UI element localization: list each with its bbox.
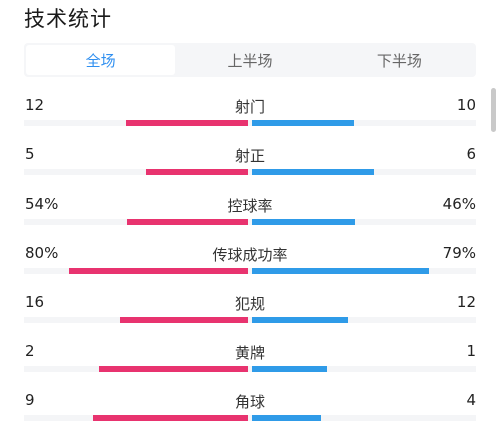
home-bar bbox=[99, 366, 248, 372]
period-tabs: 全场 上半场 下半场 bbox=[24, 43, 476, 77]
stat-row-possession: 54% 控球率 46% bbox=[24, 195, 476, 235]
scrollbar[interactable] bbox=[491, 88, 496, 132]
stat-label: 射门 bbox=[234, 98, 265, 116]
home-value: 54% bbox=[25, 195, 59, 213]
home-value: 16 bbox=[25, 293, 45, 311]
home-value: 9 bbox=[25, 391, 35, 409]
home-value: 5 bbox=[25, 145, 35, 163]
stat-track bbox=[24, 366, 476, 372]
stat-row-shots-on-target: 5 射正 6 bbox=[24, 145, 476, 185]
stat-label: 传球成功率 bbox=[212, 246, 288, 264]
stat-label: 控球率 bbox=[227, 197, 273, 215]
stat-label: 黄牌 bbox=[234, 344, 265, 362]
stat-label: 犯规 bbox=[234, 295, 265, 313]
away-bar bbox=[252, 415, 321, 421]
home-bar bbox=[120, 317, 248, 323]
home-value: 12 bbox=[25, 96, 45, 114]
away-value: 6 bbox=[466, 145, 476, 163]
home-bar bbox=[126, 120, 248, 126]
stat-track bbox=[24, 120, 476, 126]
away-bar bbox=[252, 120, 354, 126]
stat-track bbox=[24, 415, 476, 421]
stat-track bbox=[24, 317, 476, 323]
stat-track bbox=[24, 268, 476, 274]
away-bar bbox=[252, 366, 327, 372]
stat-row-fouls: 16 犯规 12 bbox=[24, 293, 476, 333]
home-value: 80% bbox=[25, 244, 59, 262]
home-bar bbox=[69, 268, 248, 274]
stat-track bbox=[24, 219, 476, 225]
home-bar bbox=[146, 169, 248, 175]
tab-first-half[interactable]: 上半场 bbox=[227, 51, 273, 70]
stat-label: 角球 bbox=[234, 393, 265, 411]
away-value: 79% bbox=[442, 244, 476, 262]
stat-row-yellow-cards: 2 黄牌 1 bbox=[24, 342, 476, 382]
away-value: 10 bbox=[456, 96, 476, 114]
stat-row-corners: 9 角球 4 bbox=[24, 391, 476, 431]
away-bar bbox=[252, 169, 374, 175]
away-bar bbox=[252, 219, 355, 225]
away-bar bbox=[252, 317, 348, 323]
away-value: 4 bbox=[466, 391, 476, 409]
stat-track bbox=[24, 169, 476, 175]
away-bar bbox=[252, 268, 429, 274]
home-value: 2 bbox=[25, 342, 35, 360]
stat-row-shots: 12 射门 10 bbox=[24, 96, 476, 136]
page-title: 技术统计 bbox=[24, 7, 112, 31]
tab-second-half[interactable]: 下半场 bbox=[376, 51, 422, 70]
away-value: 12 bbox=[456, 293, 476, 311]
away-value: 46% bbox=[442, 195, 476, 213]
stat-row-pass-accuracy: 80% 传球成功率 79% bbox=[24, 244, 476, 284]
stat-label: 射正 bbox=[234, 147, 265, 165]
away-value: 1 bbox=[466, 342, 476, 360]
home-bar bbox=[93, 415, 248, 421]
tab-full-match[interactable]: 全场 bbox=[26, 45, 176, 75]
home-bar bbox=[127, 219, 248, 225]
